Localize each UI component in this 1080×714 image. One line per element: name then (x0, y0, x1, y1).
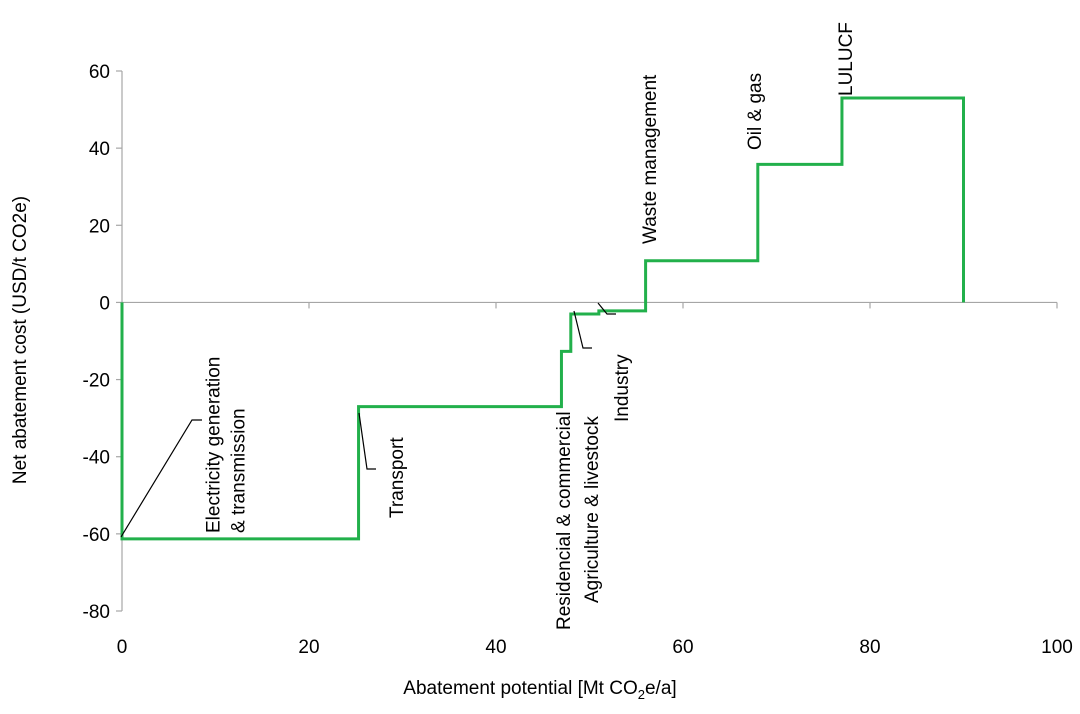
y-tick-label: 0 (99, 293, 110, 314)
x-tick-label: 40 (485, 637, 506, 658)
sector-label-group: Electricity generation & transmission (204, 357, 250, 533)
sector-label: Electricity generation (204, 357, 225, 533)
x-axis-title-subscript: 2 (637, 686, 645, 702)
sector-label-group: Waste management (640, 74, 661, 244)
leader-line (573, 310, 592, 349)
y-tick-label: -20 (83, 371, 110, 392)
sector-labels: Electricity generation & transmission Tran… (120, 22, 857, 630)
x-axis-title-main: Abatement potential [Mt CO (403, 678, 638, 699)
cost-curve (120, 96, 965, 541)
leader-line (358, 412, 376, 470)
leader-line (597, 302, 616, 315)
y-tick-label: -80 (83, 602, 110, 623)
sector-label: Agriculture & livestock (582, 416, 603, 603)
sector-label: LULUCF (836, 22, 857, 96)
sector-label-group: Transport (387, 437, 408, 518)
y-tick-label: 60 (89, 62, 110, 83)
sector-label-group: Agriculture & livestock (582, 416, 603, 603)
sector-label-group: LULUCF (836, 22, 857, 96)
x-tick-label: 20 (298, 637, 319, 658)
sector-label: Waste management (640, 74, 661, 244)
y-tick-label: 20 (89, 216, 110, 237)
sector-label-group: Residencial & commercial (554, 411, 575, 630)
cost-curve-line (120, 96, 965, 541)
sector-label-group: Industry (612, 354, 633, 422)
x-axis-title-end: e/a] (644, 678, 677, 699)
x-tick-label: 80 (859, 637, 880, 658)
x-axis-title: Abatement potential [Mt CO2e/a] (0, 678, 1080, 702)
y-tick-label: 40 (89, 139, 110, 160)
sector-label-group: Oil & gas (745, 73, 766, 150)
sector-label: Oil & gas (745, 73, 766, 150)
leader-line (120, 419, 202, 538)
sector-label: Transport (387, 437, 408, 518)
sector-label: Residencial & commercial (554, 411, 575, 630)
sector-label: & transmission (229, 408, 250, 533)
y-axis-title: Net abatement cost (USD/t CO2e) (10, 196, 31, 484)
x-tick-label: 0 (117, 637, 128, 658)
sector-label: Industry (612, 354, 633, 422)
y-tick-label: -60 (83, 525, 110, 546)
x-tick-label: 60 (672, 637, 693, 658)
y-tick-label: -40 (83, 448, 110, 469)
axes: -80 -60 -40 -20 0 20 40 60 0 20 40 60 80 100 (83, 62, 1073, 658)
x-tick-label: 100 (1041, 637, 1073, 658)
